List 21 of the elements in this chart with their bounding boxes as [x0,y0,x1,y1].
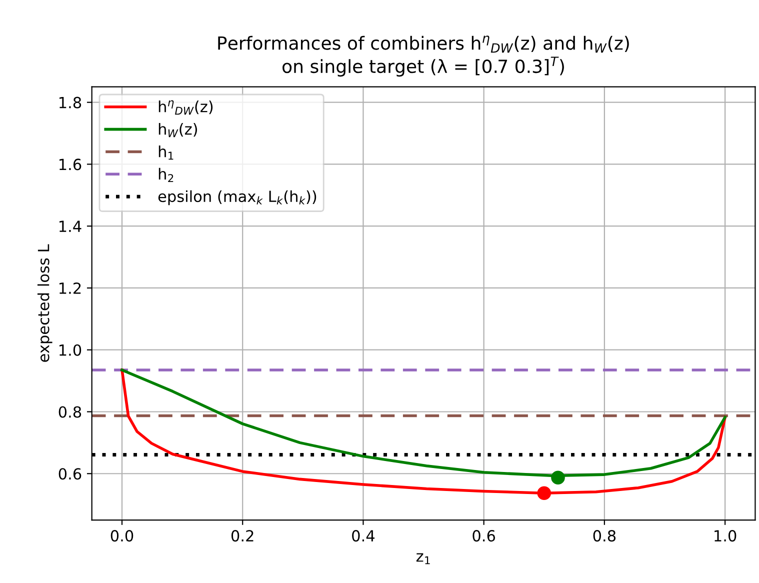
x-tick-label: 0.6 [472,530,496,542]
y-tick-label: 1.0 [60,344,82,356]
y-tick-label: 1.6 [60,158,82,170]
legend-label: h$_{1}$ [158,145,174,160]
y-tick-label: 0.6 [58,468,82,480]
x-tick-label: 0.8 [593,530,616,542]
y-tick-label: 1.4 [60,220,82,232]
x-tick-label: 1.0 [714,530,736,542]
y-tick-label: 0.8 [58,406,82,418]
chart-title: Performances of combiners h$^{η}$$_{DW}$(z) and h$_{W}$(z) on single target (λ = [0.7 0.3]$^{T}$) [218,36,629,77]
legend-label: h$^{η}$$_{DW}$(z) [158,100,213,115]
y-tick-label: 1.8 [60,96,82,108]
x-tick-label: 0.2 [231,530,254,542]
y-axis-title: expected loss L [37,244,52,362]
legend-label: h$_{2}$ [158,168,174,182]
x-axis-title: z$_{1}$ [416,553,430,564]
legend-label: epsilon (max$_{k}$ L$_{k}$(h$_{k}$)) [158,190,316,206]
x-tick-label: 0.4 [352,530,375,542]
y-tick-label: 1.2 [60,282,81,294]
legend-label: h$_{W}$(z) [158,123,197,138]
x-tick-label: 0.0 [110,530,134,542]
